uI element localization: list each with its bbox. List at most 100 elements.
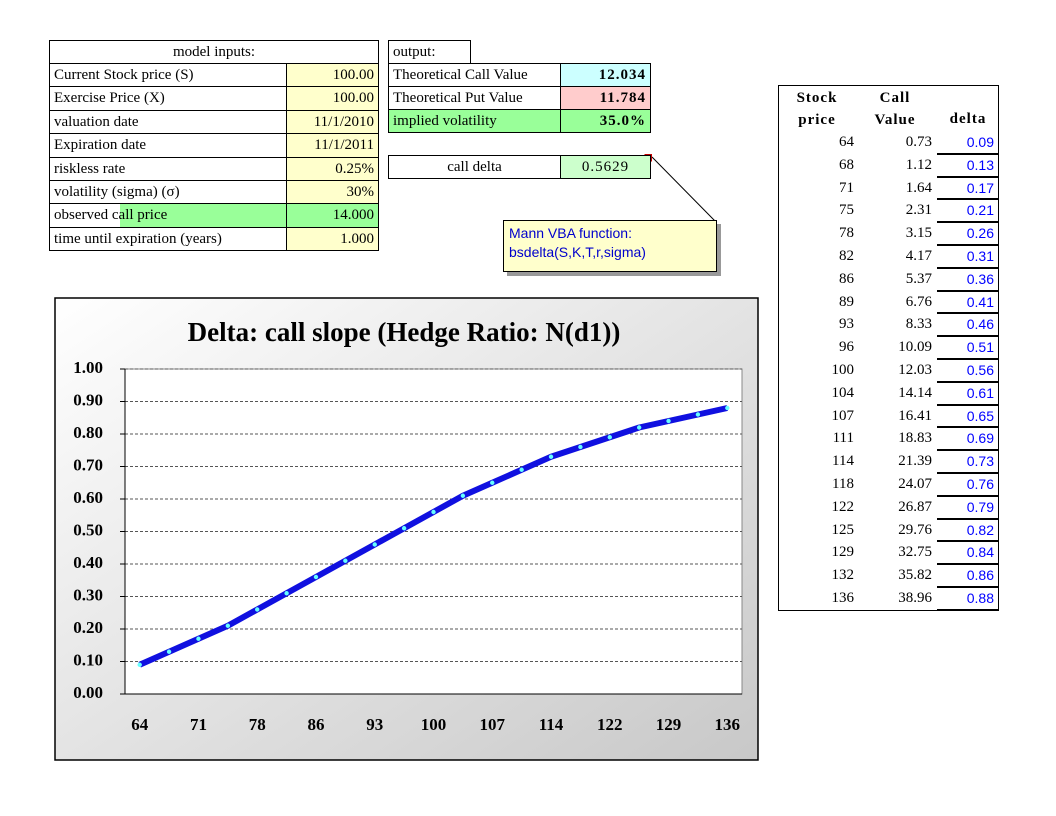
x-tick-label: 107 [480, 715, 506, 734]
chart-title: Delta: call slope (Hedge Ratio: N(d1)) [188, 317, 621, 347]
table-header: Call [879, 90, 911, 106]
delta-cell: 0.82 [937, 518, 999, 543]
output-value: 35.0% [560, 109, 651, 133]
x-tick-label: 64 [131, 715, 149, 734]
call-value: 16.41 [898, 407, 932, 424]
data-point [636, 425, 642, 430]
table-header: price [798, 112, 836, 128]
data-point [343, 558, 348, 563]
stock-price: 104 [831, 384, 855, 401]
call-value: 29.76 [898, 521, 932, 538]
call-value: 21.39 [898, 453, 932, 470]
delta-cell: 0.13 [937, 153, 999, 178]
input-value: 0.25% [286, 156, 379, 181]
y-tick-label: 0.80 [73, 423, 103, 442]
data-point [255, 607, 260, 612]
call-value: 1.12 [905, 156, 932, 173]
input-value: 11/1/2011 [286, 133, 379, 158]
stock-price: 136 [831, 590, 855, 606]
y-tick-label: 0.50 [73, 520, 103, 539]
x-tick-label: 122 [597, 715, 623, 734]
y-tick-label: 0.40 [73, 553, 103, 572]
delta-value: 0.5629 [560, 155, 651, 179]
call-value: 4.17 [905, 248, 932, 264]
y-tick-label: 1.00 [73, 358, 103, 377]
delta-cell: 0.09 [937, 131, 999, 155]
delta-cell: 0.79 [937, 495, 999, 520]
comment-line: Mann VBA function: [509, 225, 632, 241]
y-tick-label: 0.60 [73, 488, 103, 507]
data-point [460, 493, 466, 498]
call-value: 2.31 [905, 202, 932, 219]
x-tick-label: 78 [249, 715, 266, 734]
data-point [490, 480, 495, 485]
input-label: observed call price [49, 203, 287, 228]
call-value: 8.33 [905, 316, 932, 333]
comment-connector [651, 156, 716, 222]
data-point [519, 467, 524, 472]
input-label: Current Stock price (S) [49, 63, 287, 88]
delta-cell: 0.84 [937, 541, 999, 566]
stock-price: 71 [839, 179, 854, 196]
inputs-header: model inputs: [49, 40, 379, 64]
delta-cell: 0.56 [937, 359, 999, 383]
stock-price: 111 [832, 430, 854, 447]
data-point [313, 574, 319, 580]
y-tick-label: 0.70 [73, 455, 103, 474]
call-value: 1.64 [905, 179, 932, 196]
input-value: 100.00 [286, 86, 379, 111]
call-value: 5.37 [905, 270, 932, 287]
table-header: Value [874, 112, 916, 128]
input-value: 1.000 [286, 226, 379, 252]
input-label: riskless rate [49, 156, 287, 181]
delta-cell: 0.86 [937, 564, 999, 588]
output-label: implied volatility [388, 109, 561, 133]
delta-cell: 0.46 [937, 313, 999, 338]
data-point [725, 405, 730, 411]
delta-label: call delta [388, 155, 561, 179]
y-tick-label: 0.10 [73, 650, 103, 669]
input-label: Expiration date [49, 133, 287, 158]
table-header: Stock [796, 90, 838, 106]
stock-price: 129 [831, 544, 855, 561]
data-point [431, 509, 436, 515]
delta-cell: 0.76 [937, 473, 999, 497]
call-value: 18.83 [898, 430, 932, 447]
input-value: 14.000 [286, 203, 379, 228]
stock-price: 89 [839, 293, 854, 310]
data-point [284, 591, 289, 596]
x-tick-label: 71 [190, 715, 207, 734]
call-value: 14.14 [898, 384, 932, 401]
stock-price: 64 [839, 134, 854, 150]
delta-cell: 0.51 [937, 336, 999, 360]
delta-cell: 0.88 [937, 587, 999, 611]
stock-price: 93 [839, 316, 854, 333]
stock-price: 100 [831, 362, 855, 378]
y-tick-label: 0.20 [73, 618, 103, 637]
x-tick-label: 86 [307, 715, 324, 734]
call-value: 10.09 [898, 339, 932, 356]
stock-price: 118 [832, 476, 854, 492]
x-tick-label: 93 [366, 715, 383, 734]
input-value: 11/1/2010 [286, 109, 379, 135]
comment-box: Mann VBA function: bsdelta(S,K,T,r,sigma) [503, 220, 717, 272]
call-value: 32.75 [898, 544, 932, 561]
data-point [401, 526, 407, 531]
stock-price: 86 [839, 270, 854, 287]
y-tick-label: 0.90 [73, 390, 103, 409]
y-tick-label: 0.00 [73, 683, 103, 702]
call-value: 0.73 [905, 134, 932, 150]
delta-cell: 0.65 [937, 404, 999, 429]
output-header: output: [388, 40, 471, 64]
input-label: time until expiration (years) [49, 226, 287, 252]
input-value: 100.00 [286, 63, 379, 88]
delta-cell: 0.21 [937, 199, 999, 224]
delta-cell: 0.17 [937, 176, 999, 201]
call-value: 6.76 [905, 293, 932, 310]
stock-price: 114 [832, 453, 854, 470]
stock-price: 125 [831, 521, 855, 538]
x-tick-label: 100 [421, 715, 447, 734]
table-header: delta [949, 111, 987, 127]
